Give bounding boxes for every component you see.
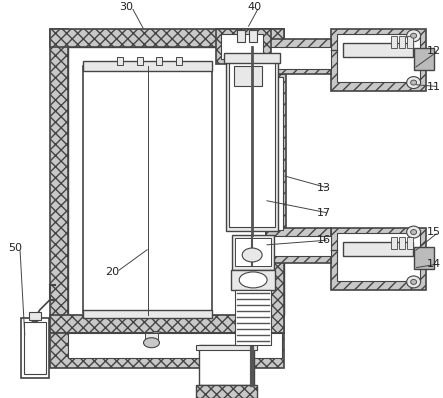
Bar <box>407 36 412 48</box>
Bar <box>391 36 396 48</box>
Bar <box>50 29 68 333</box>
Bar <box>136 57 143 64</box>
Ellipse shape <box>144 332 168 348</box>
Text: 15: 15 <box>427 227 441 237</box>
Bar <box>266 39 331 74</box>
Bar <box>129 333 184 351</box>
Ellipse shape <box>407 30 420 42</box>
Text: 20: 20 <box>105 267 119 277</box>
Bar <box>231 270 275 290</box>
Bar <box>21 318 49 378</box>
Bar <box>117 57 123 64</box>
Ellipse shape <box>30 314 40 322</box>
Bar <box>68 333 282 358</box>
Bar <box>229 60 275 227</box>
Bar <box>266 47 331 68</box>
Bar <box>331 29 426 91</box>
Bar <box>83 310 212 318</box>
Ellipse shape <box>239 272 267 288</box>
Bar <box>83 60 212 70</box>
Bar <box>156 57 163 64</box>
Bar <box>391 237 396 249</box>
Bar <box>266 74 286 233</box>
Bar <box>199 345 254 384</box>
Bar <box>234 66 262 86</box>
Bar <box>414 247 434 269</box>
Text: 30: 30 <box>120 2 134 12</box>
Bar <box>29 312 41 320</box>
Text: 11: 11 <box>427 82 441 92</box>
Bar <box>50 315 284 333</box>
Bar <box>266 29 284 333</box>
Text: 16: 16 <box>317 235 331 245</box>
Bar <box>196 345 257 350</box>
Bar <box>226 57 278 231</box>
Bar <box>399 237 404 249</box>
Bar <box>399 36 404 48</box>
Ellipse shape <box>411 230 416 234</box>
Bar <box>235 238 271 266</box>
Text: 12: 12 <box>427 46 441 56</box>
Ellipse shape <box>411 279 416 285</box>
Ellipse shape <box>144 338 159 348</box>
Bar <box>337 34 420 82</box>
Text: 40: 40 <box>247 2 261 12</box>
Bar <box>266 228 331 263</box>
Bar <box>331 228 426 290</box>
Bar <box>337 233 420 281</box>
Bar <box>216 29 271 64</box>
Bar <box>221 34 263 59</box>
Bar <box>269 76 283 230</box>
Bar <box>407 237 412 249</box>
Bar <box>237 30 245 42</box>
Bar <box>232 235 274 270</box>
Bar <box>235 290 271 345</box>
Bar <box>196 384 257 398</box>
Text: 50: 50 <box>8 243 22 253</box>
Text: 14: 14 <box>427 259 441 269</box>
Bar <box>343 242 412 256</box>
Bar <box>24 322 46 374</box>
Ellipse shape <box>407 276 420 288</box>
Bar <box>50 29 284 47</box>
Bar <box>266 236 331 256</box>
Bar <box>68 47 284 315</box>
Text: 17: 17 <box>317 208 331 218</box>
Bar <box>50 333 284 368</box>
Bar <box>343 43 412 57</box>
Text: 13: 13 <box>317 183 331 193</box>
Ellipse shape <box>411 80 416 85</box>
Bar <box>224 53 280 62</box>
Ellipse shape <box>242 248 262 262</box>
Ellipse shape <box>407 226 420 238</box>
Bar <box>176 57 183 64</box>
Bar <box>249 30 257 42</box>
Ellipse shape <box>411 33 416 38</box>
Bar <box>144 333 159 343</box>
Bar <box>414 48 434 70</box>
Ellipse shape <box>407 76 420 89</box>
Bar <box>83 66 212 313</box>
